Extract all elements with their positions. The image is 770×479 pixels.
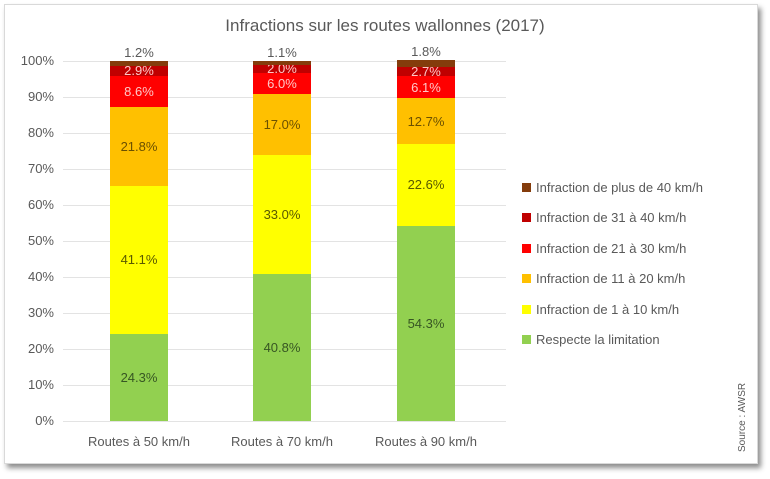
bar-segment: 12.7% <box>397 98 455 145</box>
bar-segment: 2.0% <box>253 62 311 75</box>
x-tick-label: Routes à 50 km/h <box>88 434 190 449</box>
bar-segment: 22.6% <box>397 144 455 226</box>
y-tick-label: 90% <box>27 89 54 104</box>
source-note: Source : AWSR <box>737 382 748 452</box>
y-tick-label: 100% <box>20 53 54 68</box>
gridline <box>63 421 506 422</box>
bar-segment <box>253 61 311 66</box>
legend-swatch-icon <box>522 335 531 345</box>
bar-segment: 21.8% <box>110 107 168 186</box>
y-tick-label: 20% <box>27 341 54 356</box>
legend-label: Respecte la limitation <box>536 332 660 348</box>
bar-segment: 40.8% <box>253 274 311 421</box>
bar-segment: 6.1% <box>397 76 455 99</box>
legend-swatch-icon <box>522 274 531 284</box>
data-label: 1.2% <box>124 45 154 61</box>
y-tick-label: 70% <box>27 161 54 176</box>
legend: Infraction de plus de 40 km/h Infraction … <box>522 172 703 355</box>
data-label: 1.8% <box>411 44 441 60</box>
y-tick-label: 80% <box>27 125 54 140</box>
y-tick-label: 40% <box>27 269 54 284</box>
x-tick-label: Routes à 90 km/h <box>375 434 477 449</box>
y-tick-label: 0% <box>35 413 54 428</box>
bar-segment: 2.9% <box>110 64 168 77</box>
legend-item: Infraction de 11 à 20 km/h <box>522 264 703 295</box>
legend-label: Infraction de 1 à 10 km/h <box>536 301 680 317</box>
legend-item: Respecte la limitation <box>522 325 703 356</box>
bar-segment <box>110 61 168 66</box>
bar-segment: 17.0% <box>253 94 311 156</box>
bar-segment: 54.3% <box>397 225 455 421</box>
bar-segment: 6.0% <box>253 72 311 95</box>
legend-label: Infraction de 11 à 20 km/h <box>536 271 686 287</box>
legend-label: Infraction de plus de 40 km/h <box>536 179 703 195</box>
bar-segment: 2.7% <box>397 65 455 77</box>
bar-segment: 8.6% <box>110 76 168 108</box>
x-tick-label: Routes à 70 km/h <box>231 434 333 449</box>
bar-segment: 33.0% <box>253 155 311 275</box>
legend-item: Infraction de 1 à 10 km/h <box>522 294 703 325</box>
data-label: 1.1% <box>267 45 297 61</box>
y-tick-label: 30% <box>27 305 54 320</box>
bar-segment: 41.1% <box>110 185 168 334</box>
y-tick-label: 10% <box>27 377 54 392</box>
legend-item: Infraction de 21 à 30 km/h <box>522 233 703 264</box>
y-tick-label: 50% <box>27 233 54 248</box>
legend-item: Infraction de plus de 40 km/h <box>522 172 703 203</box>
legend-swatch-icon <box>522 243 531 253</box>
y-tick-label: 60% <box>27 197 54 212</box>
legend-label: Infraction de 21 à 30 km/h <box>536 240 687 256</box>
legend-item: Infraction de 31 à 40 km/h <box>522 203 703 234</box>
legend-swatch-icon <box>522 304 531 314</box>
bar-segment: 24.3% <box>110 333 168 421</box>
chart-title: Infractions sur les routes wallonnes (20… <box>225 16 545 35</box>
legend-label: Infraction de 31 à 40 km/h <box>536 210 687 226</box>
bar-segment <box>397 60 455 67</box>
legend-swatch-icon <box>522 213 531 223</box>
legend-swatch-icon <box>522 182 531 192</box>
